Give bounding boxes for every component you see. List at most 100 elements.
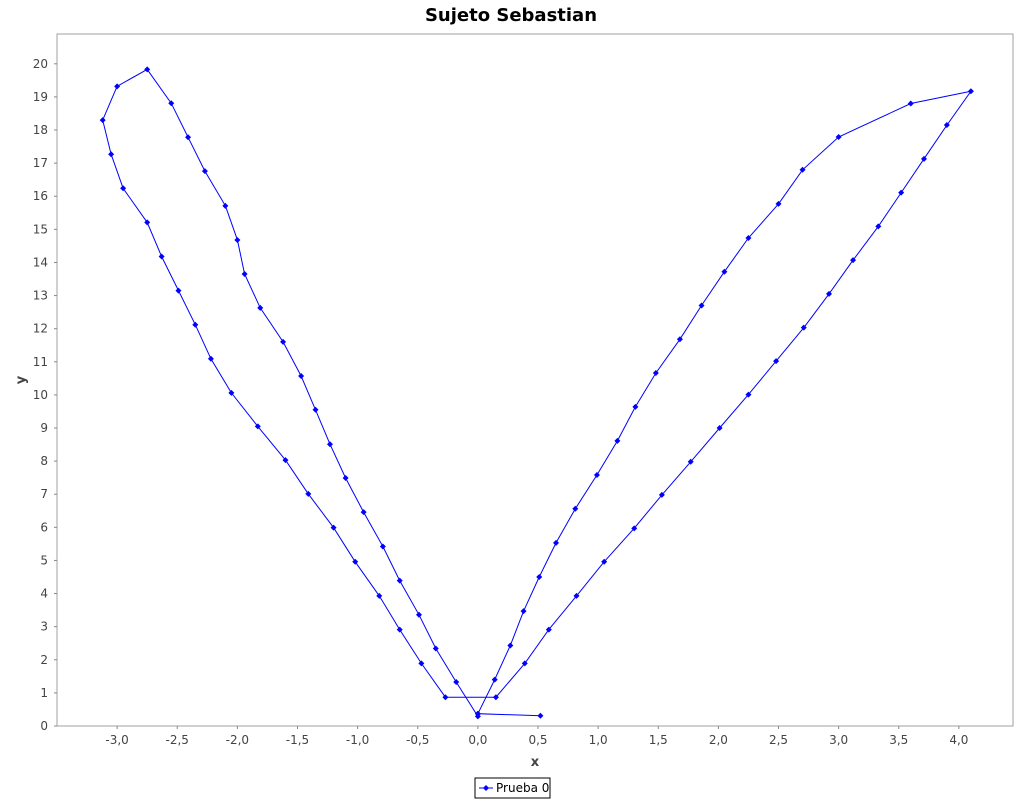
data-point — [850, 257, 857, 264]
data-point — [572, 505, 579, 512]
data-point — [687, 458, 694, 465]
data-point — [352, 558, 359, 565]
y-tick-label: 14 — [33, 255, 48, 269]
x-tick-label: -1,5 — [286, 733, 309, 747]
data-point — [254, 423, 261, 430]
data-point — [632, 403, 639, 410]
x-tick-label: 2,5 — [769, 733, 788, 747]
data-point — [396, 626, 403, 633]
data-point — [415, 611, 422, 618]
y-tick-label: 20 — [33, 57, 48, 71]
data-point — [658, 491, 665, 498]
data-point — [921, 155, 928, 162]
data-point — [545, 626, 552, 633]
data-point — [676, 336, 683, 343]
data-point — [520, 608, 527, 615]
data-point — [745, 234, 752, 241]
y-tick-label: 0 — [40, 719, 48, 733]
data-point — [312, 406, 319, 413]
y-tick-label: 19 — [33, 90, 48, 104]
x-tick-label: 4,0 — [949, 733, 968, 747]
data-point — [298, 373, 305, 380]
data-point — [222, 202, 229, 209]
data-point — [507, 642, 514, 649]
x-tick-label: -3,0 — [105, 733, 128, 747]
data-point — [228, 389, 235, 396]
y-tick-label: 8 — [40, 454, 48, 468]
y-tick-label: 3 — [40, 620, 48, 634]
data-point — [158, 253, 165, 260]
data-point — [108, 151, 115, 158]
data-point — [614, 437, 621, 444]
data-point — [280, 338, 287, 345]
data-point — [875, 223, 882, 230]
data-point — [207, 355, 214, 362]
y-tick-label: 18 — [33, 123, 48, 137]
chart-title: Sujeto Sebastian — [425, 5, 597, 26]
data-point — [379, 543, 386, 550]
y-tick-label: 17 — [33, 156, 48, 170]
y-tick-label: 6 — [40, 520, 48, 534]
data-point — [593, 472, 600, 479]
data-point — [773, 358, 780, 365]
data-point — [721, 268, 728, 275]
data-point — [99, 117, 106, 124]
data-point — [537, 712, 544, 719]
x-tick-label: -2,0 — [226, 733, 249, 747]
data-point — [326, 441, 333, 448]
legend-label: Prueba 0 — [496, 781, 549, 795]
data-point — [943, 122, 950, 129]
data-point — [967, 88, 974, 95]
data-point — [120, 185, 127, 192]
x-tick-label: -1,0 — [346, 733, 369, 747]
data-point — [282, 457, 289, 464]
x-tick-label: -0,5 — [406, 733, 429, 747]
x-tick-label: -2,5 — [166, 733, 189, 747]
y-tick-label: 13 — [33, 289, 48, 303]
data-point — [652, 370, 659, 377]
y-tick-label: 7 — [40, 487, 48, 501]
data-point — [185, 134, 192, 141]
x-axis-label: x — [531, 755, 540, 770]
y-tick-label: 15 — [33, 222, 48, 236]
data-point — [144, 219, 151, 226]
y-tick-label: 1 — [40, 686, 48, 700]
data-point — [376, 592, 383, 599]
data-point — [305, 490, 312, 497]
data-point — [192, 321, 199, 328]
data-point — [418, 660, 425, 667]
y-tick-label: 9 — [40, 421, 48, 435]
data-point — [442, 694, 449, 701]
data-point — [432, 645, 439, 652]
x-tick-label: 0,0 — [468, 733, 487, 747]
y-tick-label: 5 — [40, 553, 48, 567]
y-tick-label: 16 — [33, 189, 48, 203]
data-point — [474, 710, 481, 717]
data-point — [491, 676, 498, 683]
x-tick-label: 1,5 — [649, 733, 668, 747]
x-tick-label: 1,0 — [589, 733, 608, 747]
data-point — [907, 100, 914, 107]
data-point — [553, 539, 560, 546]
legend-box — [474, 777, 551, 799]
data-point — [175, 287, 182, 294]
x-tick-label: 3,5 — [889, 733, 908, 747]
data-point — [257, 304, 264, 311]
y-tick-label: 2 — [40, 653, 48, 667]
data-point — [521, 660, 528, 667]
y-axis-label: y — [14, 375, 29, 384]
y-tick-label: 10 — [33, 388, 48, 402]
data-point — [800, 324, 807, 331]
data-point — [144, 66, 151, 73]
data-point — [536, 574, 543, 581]
y-tick-label: 12 — [33, 322, 48, 336]
data-point — [835, 133, 842, 140]
data-point — [631, 525, 638, 532]
y-tick-label: 11 — [33, 355, 48, 369]
data-point — [745, 391, 752, 398]
data-point — [573, 592, 580, 599]
data-point — [241, 271, 248, 278]
data-point — [168, 100, 175, 107]
